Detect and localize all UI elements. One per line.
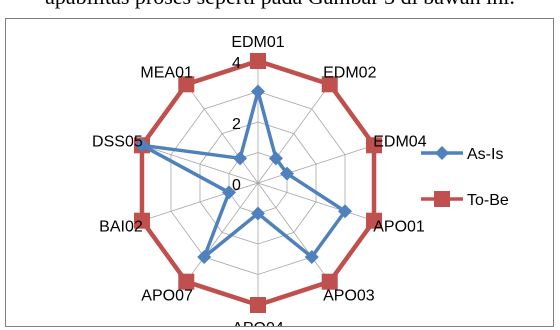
point-to-be-apo03	[321, 273, 338, 290]
legend-marker-as-is	[435, 146, 449, 160]
category-label-apo04: APO04	[232, 320, 284, 326]
spoke-dss05	[141, 144, 259, 184]
spoke-mea01	[185, 84, 259, 184]
grid-layer	[141, 60, 375, 306]
category-label-apo01: APO01	[373, 219, 425, 236]
legend-label-to-be: To-Be	[467, 192, 509, 209]
point-as-is-apo07	[197, 250, 212, 265]
point-to-be-mea01	[178, 76, 195, 93]
point-as-is-edm02	[268, 151, 283, 166]
legend: As-Is To-Be	[421, 146, 509, 209]
category-label-mea01: MEA01	[140, 64, 193, 81]
series-line-as-is	[140, 89, 347, 259]
tick-label-4: 4	[232, 55, 241, 72]
series-layer	[133, 53, 383, 313]
point-to-be-edm04	[366, 137, 383, 154]
point-to-be-edm01	[250, 53, 266, 69]
category-label-edm02: EDM02	[323, 64, 376, 81]
legend-label-as-is: As-Is	[467, 146, 503, 163]
spoke-apo01	[257, 182, 375, 222]
point-to-be-apo04	[250, 297, 266, 313]
point-as-is-bai02	[221, 185, 236, 200]
category-label-bai02: BAI02	[99, 219, 143, 236]
spoke-apo07	[185, 182, 259, 282]
point-as-is-apo03	[304, 250, 319, 265]
point-to-be-bai02	[133, 212, 150, 229]
category-label-apo03: APO03	[323, 288, 375, 305]
radar-chart-svg: 0 2 4 EDM01 EDM02 EDM04 APO01 APO03 APO04 APO07 B…	[92, 34, 509, 326]
tick-label-2: 2	[232, 116, 241, 133]
radar-chart: 0 2 4 EDM01 EDM02 EDM04 APO01 APO03 APO04 APO07 B…	[5, 18, 554, 327]
spoke-apo03	[257, 182, 331, 282]
category-label-edm04: EDM04	[373, 133, 426, 150]
point-as-is-edm04	[280, 166, 295, 181]
category-label-edm01: EDM01	[231, 34, 284, 51]
category-label-dss05: DSS05	[92, 133, 143, 150]
point-as-is-edm01	[251, 84, 265, 99]
spoke-bai02	[141, 182, 259, 222]
spoke-edm04	[257, 144, 375, 184]
tick-label-0: 0	[232, 177, 241, 194]
caption-text: apabilitas proses seperti pada Gambar 3 …	[0, 0, 560, 10]
point-to-be-apo01	[366, 212, 383, 229]
point-as-is-apo04	[251, 206, 265, 221]
category-labels: EDM01 EDM02 EDM04 APO01 APO03 APO04 APO07 BAI02…	[92, 34, 427, 326]
category-label-apo07: APO07	[141, 288, 193, 305]
point-as-is-apo01	[338, 204, 353, 219]
legend-marker-to-be	[434, 191, 450, 207]
point-to-be-edm02	[321, 76, 338, 93]
point-to-be-apo07	[178, 273, 195, 290]
point-as-is-mea01	[233, 151, 248, 166]
tick-layer: 0 2 4	[232, 55, 241, 194]
spoke-edm02	[257, 84, 331, 184]
point-as-is-dss05	[134, 138, 149, 153]
